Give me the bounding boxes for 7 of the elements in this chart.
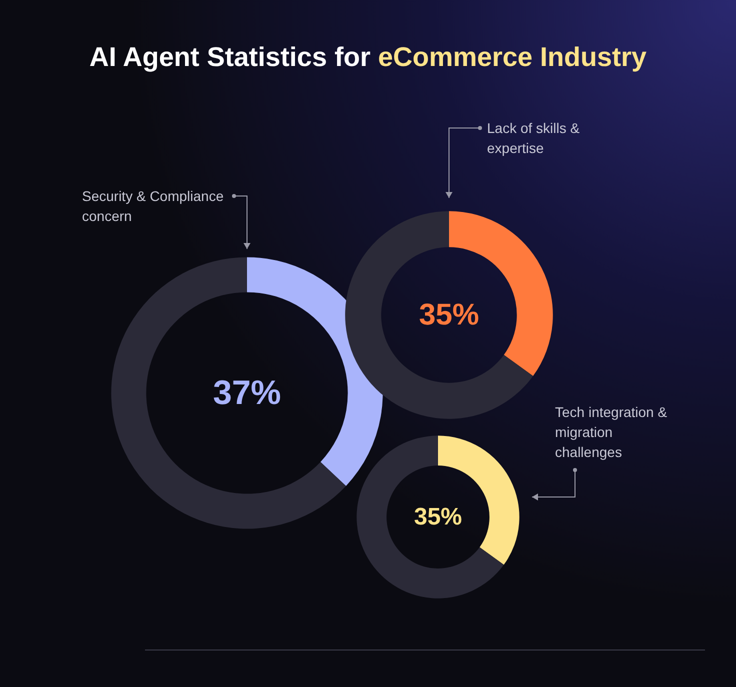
chart-title: AI Agent Statistics for eCommerce Industry bbox=[89, 42, 647, 72]
slice-label: Lack of skills & expertise bbox=[487, 119, 581, 158]
data-label: 37% bbox=[212, 374, 282, 412]
slice-label: Tech integration & migration challenges bbox=[555, 403, 668, 462]
data-label: 35% bbox=[414, 504, 462, 530]
data-label: 35% bbox=[418, 298, 480, 332]
slice-label: Security & Compliance concern bbox=[82, 187, 225, 226]
